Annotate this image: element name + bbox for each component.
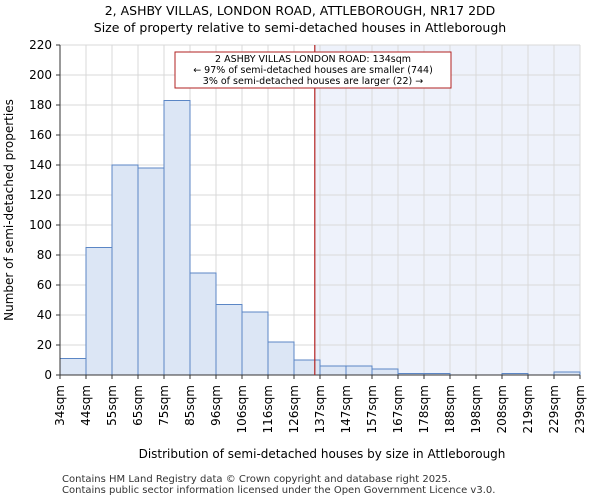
x-tick-label: 167sqm (391, 385, 405, 433)
histogram-bar (111, 164, 139, 376)
histogram-bar (137, 167, 165, 376)
footer-licence: Contains public sector information licen… (62, 485, 496, 496)
x-axis-title: Distribution of semi-detached houses by … (139, 447, 506, 461)
x-tick-label: 96sqm (209, 385, 223, 426)
y-tick-label: 120 (29, 188, 52, 202)
y-axis-title: Number of semi-detached properties (2, 99, 16, 321)
histogram-bar (293, 359, 321, 376)
y-tick-label: 20 (37, 338, 52, 352)
histogram-bar (345, 365, 373, 376)
y-tick-label: 140 (29, 158, 52, 172)
x-tick-label: 65sqm (131, 385, 145, 426)
x-tick-label: 85sqm (183, 385, 197, 426)
chart-svg: 2 ASHBY VILLAS LONDON ROAD: 134sqm← 97% … (2, 38, 587, 461)
y-tick-label: 100 (29, 218, 52, 232)
histogram-bar (215, 304, 243, 376)
histogram-bar (241, 311, 269, 376)
annotation-line-2: ← 97% of semi-detached houses are smalle… (193, 65, 433, 76)
x-tick-label: 239sqm (573, 385, 587, 433)
x-tick-label: 219sqm (521, 385, 535, 433)
y-tick-label: 40 (37, 308, 52, 322)
x-tick-label: 208sqm (495, 385, 509, 433)
x-tick-label: 55sqm (105, 385, 119, 426)
y-tick-label: 0 (44, 368, 52, 382)
y-tick-label: 160 (29, 128, 52, 142)
histogram-bar (371, 368, 399, 376)
histogram-bar (59, 358, 87, 376)
y-tick-label: 220 (29, 38, 52, 52)
footer-copyright: Contains HM Land Registry data © Crown c… (62, 474, 451, 485)
x-tick-label: 229sqm (547, 385, 561, 433)
x-tick-label: 188sqm (443, 385, 457, 433)
y-tick-label: 80 (37, 248, 52, 262)
x-tick-label: 75sqm (157, 385, 171, 426)
x-tick-label: 126sqm (287, 385, 301, 433)
y-tick-label: 60 (37, 278, 52, 292)
histogram-bar (319, 365, 347, 376)
y-tick-label: 180 (29, 98, 52, 112)
histogram-bar (189, 272, 217, 376)
annotation-line-1: 2 ASHBY VILLAS LONDON ROAD: 134sqm (215, 54, 411, 65)
y-tick-label: 200 (29, 68, 52, 82)
x-tick-label: 198sqm (469, 385, 483, 433)
chart-title-description: Size of property relative to semi-detach… (93, 20, 507, 35)
chart-title-address: 2, ASHBY VILLAS, LONDON ROAD, ATTLEBOROU… (104, 3, 496, 18)
x-tick-label: 137sqm (313, 385, 327, 433)
x-tick-label: 106sqm (235, 385, 249, 433)
x-tick-label: 178sqm (417, 385, 431, 433)
x-tick-label: 116sqm (261, 385, 275, 433)
histogram-bar (163, 100, 191, 376)
histogram-bar (267, 341, 295, 376)
x-tick-label: 44sqm (79, 385, 93, 426)
x-tick-label: 34sqm (53, 385, 67, 426)
x-tick-label: 157sqm (365, 385, 379, 433)
larger-region-highlight (314, 45, 580, 375)
x-tick-label: 147sqm (339, 385, 353, 433)
annotation-box (174, 51, 452, 89)
histogram-bar (85, 247, 113, 376)
annotation-line-3: 3% of semi-detached houses are larger (2… (203, 76, 423, 87)
